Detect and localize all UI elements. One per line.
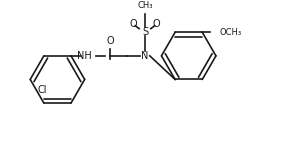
Text: OCH₃: OCH₃ [220, 28, 242, 37]
Text: O: O [130, 19, 137, 29]
Text: CH₃: CH₃ [137, 1, 153, 10]
Text: N: N [141, 51, 149, 61]
Text: NH: NH [77, 51, 92, 61]
Text: O: O [106, 36, 114, 46]
Text: Cl: Cl [37, 85, 47, 95]
Text: S: S [142, 27, 148, 37]
Text: O: O [153, 19, 160, 29]
